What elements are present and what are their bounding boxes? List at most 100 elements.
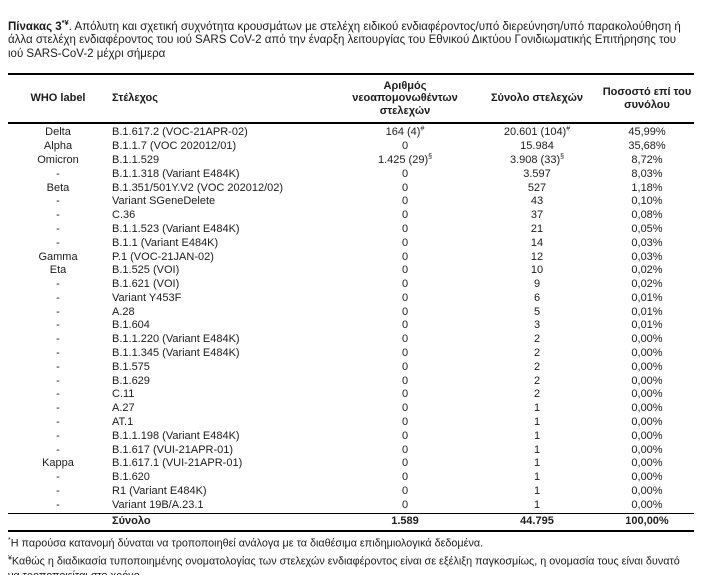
new-isolates-cell: 0 (336, 457, 474, 471)
total-strains-cell: 15.984 (474, 140, 600, 154)
who-label-cell: - (56, 195, 60, 208)
strain-cell: B.1.351/501Y.V2 (VOC 202012/02) (112, 181, 284, 194)
total-strains-cell: 3.597 (474, 168, 600, 182)
table-row: - B.1.1.345 (Variant E484K) 0 2 0,00% (8, 347, 694, 361)
strain-cell: B.1.621 (VOI) (112, 278, 180, 291)
total-strains-cell: 1 (474, 416, 600, 430)
total-strains-cell: 12 (474, 251, 600, 265)
new-isolates-value: 0 (401, 485, 409, 498)
total-strains-value: 2 (533, 347, 541, 360)
new-isolates-value: 0 (401, 416, 409, 429)
percentage-cell: 0,00% (631, 498, 663, 511)
total-strains-value: 6 (533, 291, 541, 304)
who-label-cell: Alpha (43, 140, 73, 153)
who-label-cell: Gamma (38, 250, 78, 263)
new-isolates-value: 0 (401, 457, 409, 470)
who-label-cell: - (56, 402, 60, 415)
strain-cell: B.1.617.2 (VOC-21APR-02) (112, 126, 248, 139)
table-row: Gamma P.1 (VOC-21JAN-02) 0 12 0,03% (8, 251, 694, 265)
new-isolates-value: 0 (401, 222, 409, 235)
strain-cell: R1 (Variant E484K) (112, 485, 207, 498)
new-isolates-cell: 0 (336, 444, 474, 458)
who-label-cell: - (56, 485, 60, 498)
who-label-cell: - (56, 278, 60, 291)
new-isolates-cell: 0 (336, 264, 474, 278)
total-strains-cell: 2 (474, 361, 600, 375)
total-strains-cell: 2 (474, 333, 600, 347)
percentage-cell: 0,01% (631, 305, 663, 318)
new-isolates-cell: 0 (336, 292, 474, 306)
table-row: - C.11 0 2 0,00% (8, 388, 694, 402)
table-row: - B.1.620 0 1 0,00% (8, 471, 694, 485)
table-row: - B.1.617 (VUI-21APR-01) 0 1 0,00% (8, 444, 694, 458)
who-label-cell: Delta (45, 126, 71, 139)
table-row: - B.1.1.523 (Variant E484K) 0 21 0,05% (8, 223, 694, 237)
strain-cell: B.1.1.523 (Variant E484K) (112, 222, 240, 235)
new-isolates-value: 0 (401, 319, 409, 332)
strain-cell: B.1.1.7 (VOC 202012/01) (112, 140, 237, 153)
percentage-cell: 0,10% (631, 195, 663, 208)
new-isolates-cell: 0 (336, 485, 474, 499)
total-row-percentage: 100,00% (600, 512, 694, 533)
new-isolates-cell: 1.425 (29)§ (336, 153, 474, 168)
table-row: Beta B.1.351/501Y.V2 (VOC 202012/02) 0 5… (8, 182, 694, 196)
who-label-cell: Eta (49, 264, 67, 277)
total-strains-value: 5 (533, 305, 541, 318)
new-isolates-cell: 0 (336, 361, 474, 375)
total-row: Σύνολο 1.589 44.795 100,00% (8, 512, 694, 533)
table-header-row: WHO label Στέλεχος Αριθμός νεοαπομονωθέν… (8, 73, 694, 125)
strain-cell: B.1.617 (VUI-21APR-01) (112, 443, 234, 456)
col-header-new-isolates: Αριθμός νεοαπομονωθέντων στελεχών (336, 73, 474, 125)
total-strains-cell: 1 (474, 471, 600, 485)
percentage-cell: 0,00% (631, 374, 663, 387)
percentage-cell: 0,08% (631, 209, 663, 222)
total-strains-value: 3 (533, 319, 541, 332)
table-caption-superscript: *¥ (61, 17, 69, 27)
table-row: Delta B.1.617.2 (VOC-21APR-02) 164 (4)# … (8, 123, 694, 140)
footnote: *Η παρούσα κατανομή δύναται να τροποποιη… (8, 534, 694, 551)
new-isolates-cell: 0 (336, 278, 474, 292)
strain-cell: B.1.1.220 (Variant E484K) (112, 333, 240, 346)
new-isolates-cell: 0 (336, 375, 474, 389)
col-header-who-label: WHO label (8, 73, 108, 125)
table-caption: Πίνακας 3*¥. Απόλυτη και σχετική συχνότη… (8, 16, 694, 62)
total-strains-cell: 14 (474, 237, 600, 251)
total-strains-cell: 10 (474, 264, 600, 278)
table-row: Kappa B.1.617.1 (VUI-21APR-01) 0 1 0,00% (8, 457, 694, 471)
total-strains-cell: 43 (474, 195, 600, 209)
strain-cell: B.1.620 (112, 471, 150, 484)
col-header-percentage: Ποσοστό επί του συνόλου (600, 73, 694, 125)
total-strains-value: 9 (533, 278, 541, 291)
table-row: - B.1.1.220 (Variant E484K) 0 2 0,00% (8, 333, 694, 347)
total-strains-cell: 20.601 (104)# (474, 123, 600, 140)
who-label-cell: - (56, 416, 60, 429)
new-isolates-value: 0 (401, 195, 409, 208)
strain-cell: B.1.617.1 (VUI-21APR-01) (112, 457, 243, 470)
strain-cell: B.1.1.345 (Variant E484K) (112, 347, 240, 360)
new-isolates-cell: 0 (336, 347, 474, 361)
new-isolates-value: 0 (401, 333, 409, 346)
footnote-text: Η παρούσα κατανομή δύναται να τροποποιηθ… (10, 538, 484, 551)
table-footer: Σύνολο 1.589 44.795 100,00% (8, 512, 694, 533)
col-header-total-strains: Σύνολο στελεχών (474, 73, 600, 125)
who-label-cell: Beta (46, 181, 70, 194)
total-strains-value: 43 (530, 195, 544, 208)
table-row: - B.1.629 0 2 0,00% (8, 375, 694, 389)
total-row-who-cell (8, 512, 108, 533)
total-strains-value: 14 (530, 236, 544, 249)
total-strains-cell: 3.908 (33)§ (474, 153, 600, 168)
table-row: - A.27 0 1 0,00% (8, 402, 694, 416)
footnote-text: Καθώς η διαδικασία τυποποιημένης ονοματο… (8, 555, 680, 575)
who-label-cell: - (56, 388, 60, 401)
table-row: - Variant SGeneDelete 0 43 0,10% (8, 195, 694, 209)
percentage-cell: 0,02% (631, 278, 663, 291)
percentage-cell: 0,03% (631, 250, 663, 263)
new-isolates-value: 0 (401, 209, 409, 222)
footnote-marker: * (8, 537, 11, 545)
new-isolates-footnote-mark: § (428, 153, 433, 161)
who-label-cell: - (56, 443, 60, 456)
total-strains-cell: 2 (474, 388, 600, 402)
percentage-cell: 0,00% (631, 429, 663, 442)
total-strains-cell: 1 (474, 444, 600, 458)
